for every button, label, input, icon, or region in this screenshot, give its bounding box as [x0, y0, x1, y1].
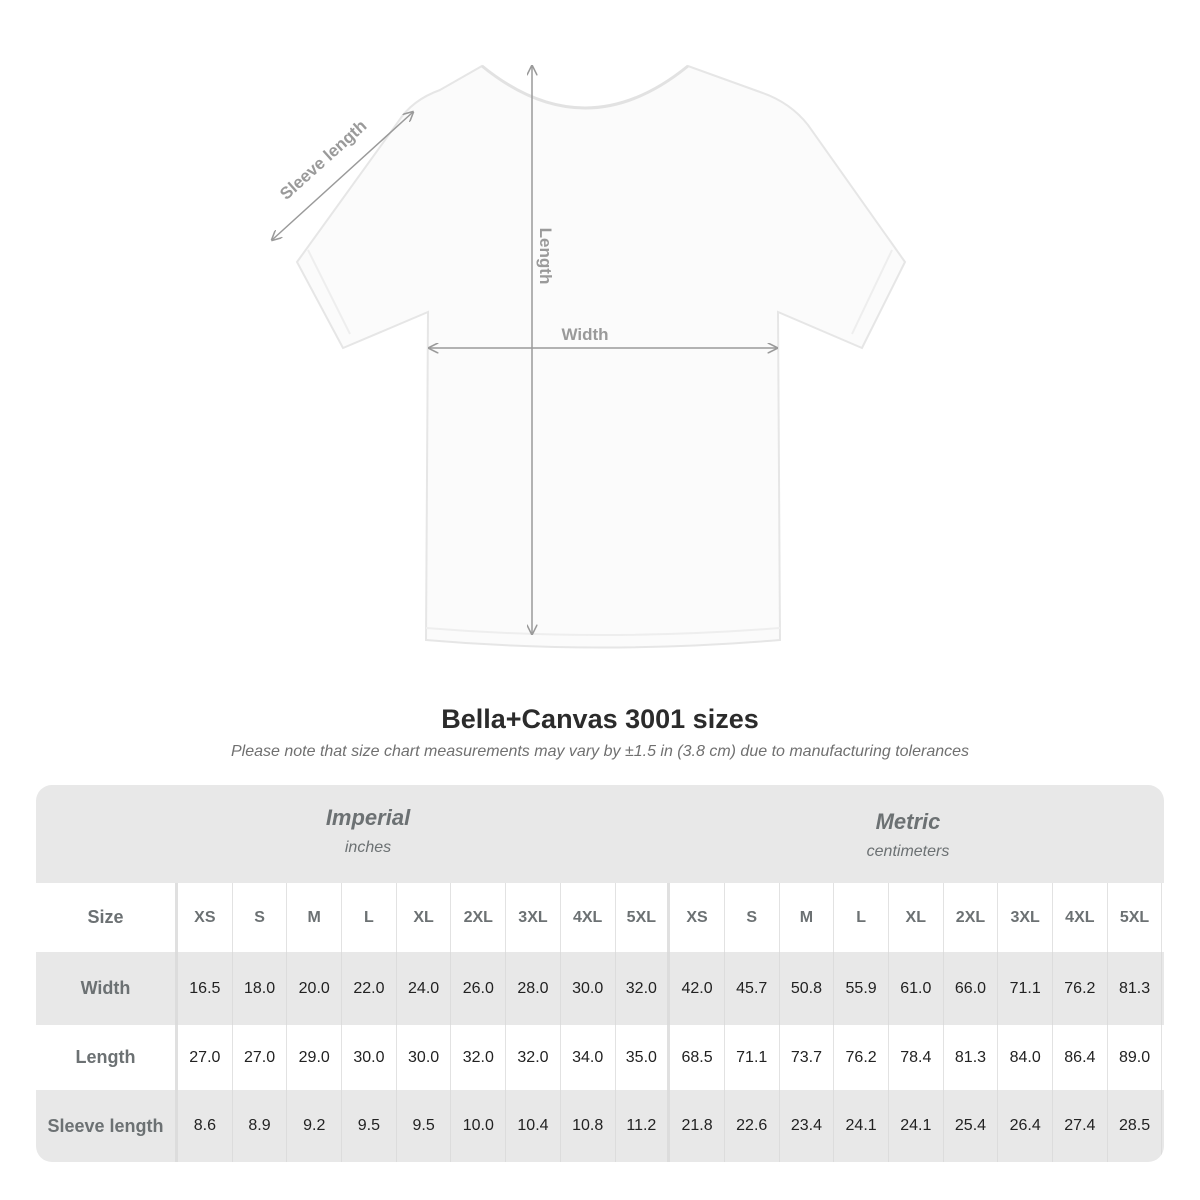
tshirt-shape: [295, 64, 907, 649]
metric-value-cell: 26.4: [998, 1090, 1053, 1162]
imperial-value-cell: 24.0: [397, 952, 452, 1025]
imperial-title: Imperial: [325, 805, 411, 830]
imperial-value-cell: 30.0: [561, 952, 616, 1025]
imperial-value-cell: 10.8: [561, 1090, 616, 1162]
size-header-metric: L: [834, 883, 889, 952]
tshirt-diagram: Sleeve length Length Width: [0, 64, 907, 649]
imperial-value-cell: 27.0: [233, 1025, 288, 1090]
metric-value-cell: 42.0: [670, 952, 725, 1025]
metric-value-cell: 61.0: [889, 952, 944, 1025]
size-header-imperial: XL: [397, 883, 452, 952]
width-label: Width: [561, 325, 608, 344]
imperial-value-cell: 11.2: [616, 1090, 671, 1162]
imperial-value-cell: 18.0: [233, 952, 288, 1025]
size-header-metric: XS: [670, 883, 725, 952]
imperial-unit: inches: [344, 839, 392, 856]
size-header-imperial: S: [233, 883, 288, 952]
size-header-imperial: 2XL: [451, 883, 507, 952]
imperial-value-cell: 26.0: [451, 952, 507, 1025]
metric-value-cell: 76.2: [834, 1025, 889, 1090]
metric-value-cell: 23.4: [780, 1090, 835, 1162]
length-label: Length: [536, 228, 555, 285]
imperial-header: Imperial inches: [178, 805, 558, 857]
imperial-value-cell: 30.0: [397, 1025, 452, 1090]
size-header-metric: 4XL: [1053, 883, 1108, 952]
size-header-metric: S: [725, 883, 780, 952]
metric-value-cell: 81.3: [944, 1025, 999, 1090]
size-header-metric: M: [780, 883, 835, 952]
metric-value-cell: 22.6: [725, 1090, 780, 1162]
size-header-imperial: 5XL: [616, 883, 671, 952]
metric-value-cell: 27.4: [1053, 1090, 1108, 1162]
metric-title: Metric: [875, 809, 941, 834]
row-label: Length: [36, 1025, 178, 1090]
metric-value-cell: 78.4: [889, 1025, 944, 1090]
size-header-metric: XL: [889, 883, 944, 952]
imperial-value-cell: 9.5: [397, 1090, 452, 1162]
metric-value-cell: 68.5: [670, 1025, 725, 1090]
size-header-metric: 5XL: [1108, 883, 1163, 952]
metric-header: Metric centimeters: [708, 809, 1108, 861]
metric-value-cell: 45.7: [725, 952, 780, 1025]
size-header-imperial: XS: [178, 883, 233, 952]
imperial-value-cell: 16.5: [178, 952, 233, 1025]
metric-value-cell: 24.1: [834, 1090, 889, 1162]
row-label: Width: [36, 952, 178, 1025]
imperial-value-cell: 32.0: [451, 1025, 507, 1090]
size-header-row: Size XS S M L XL 2XL 3XL 4XL 5XL XS S M L XL 2XL 3XL 4XL 5…: [36, 883, 1164, 952]
sleeve-measure-line: [272, 112, 413, 240]
metric-value-cell: 71.1: [998, 952, 1053, 1025]
size-header-metric: 2XL: [944, 883, 999, 952]
imperial-value-cell: 32.0: [506, 1025, 561, 1090]
imperial-value-cell: 10.0: [451, 1090, 507, 1162]
imperial-value-cell: 10.4: [506, 1090, 561, 1162]
size-header-imperial: L: [342, 883, 397, 952]
metric-value-cell: 24.1: [889, 1090, 944, 1162]
metric-value-cell: 86.4: [1053, 1025, 1108, 1090]
imperial-value-cell: 22.0: [342, 952, 397, 1025]
size-header-imperial: M: [287, 883, 343, 952]
size-table: Imperial inches Metric centimeters Size X…: [36, 785, 1164, 1162]
imperial-value-cell: 27.0: [178, 1025, 233, 1090]
imperial-value-cell: 29.0: [287, 1025, 343, 1090]
units-header: [36, 785, 1164, 883]
imperial-value-cell: 30.0: [342, 1025, 397, 1090]
imperial-value-cell: 28.0: [506, 952, 561, 1025]
metric-unit: centimeters: [866, 843, 950, 860]
metric-value-cell: 28.5: [1108, 1090, 1163, 1162]
metric-value-cell: 50.8: [780, 952, 835, 1025]
metric-value-cell: 21.8: [670, 1090, 725, 1162]
imperial-value-cell: 8.9: [233, 1090, 288, 1162]
chart-title: Bella+Canvas 3001 sizes: [441, 704, 759, 734]
metric-value-cell: 66.0: [944, 952, 999, 1025]
metric-value-cell: 89.0: [1108, 1025, 1163, 1090]
metric-value-cell: 71.1: [725, 1025, 780, 1090]
metric-value-cell: 73.7: [780, 1025, 835, 1090]
table-row: Sleeve length 8.6 8.9 9.2 9.5 9.5 10.0 10.4 10.8…: [36, 1090, 1164, 1162]
metric-value-cell: 84.0: [998, 1025, 1053, 1090]
imperial-value-cell: 9.5: [342, 1090, 397, 1162]
imperial-value-cell: 20.0: [287, 952, 343, 1025]
size-header-metric: 3XL: [998, 883, 1053, 952]
metric-value-cell: 55.9: [834, 952, 889, 1025]
metric-value-cell: 81.3: [1108, 952, 1163, 1025]
imperial-value-cell: 32.0: [616, 952, 671, 1025]
tolerance-note: Please note that size chart measurements…: [230, 743, 970, 760]
imperial-value-cell: 34.0: [561, 1025, 616, 1090]
size-header-imperial: 3XL: [506, 883, 561, 952]
metric-value-cell: 25.4: [944, 1090, 999, 1162]
imperial-value-cell: 35.0: [616, 1025, 671, 1090]
row-label: Sleeve length: [36, 1090, 178, 1162]
table-row: Length 27.0 27.0 29.0 30.0 30.0 32.0 32.0 34.0 35…: [36, 1025, 1164, 1090]
metric-value-cell: 76.2: [1053, 952, 1108, 1025]
row-label: Size: [36, 883, 178, 952]
imperial-value-cell: 9.2: [287, 1090, 343, 1162]
table-row: Width 16.5 18.0 20.0 22.0 24.0 26.0 28.0 30.0 32.…: [36, 952, 1164, 1025]
imperial-value-cell: 8.6: [178, 1090, 233, 1162]
size-header-imperial: 4XL: [561, 883, 616, 952]
